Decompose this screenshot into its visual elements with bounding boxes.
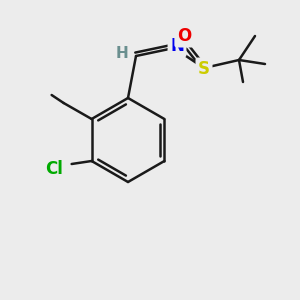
Text: S: S — [198, 60, 210, 78]
Text: H: H — [116, 46, 128, 62]
Text: O: O — [177, 27, 191, 45]
Text: N: N — [170, 37, 184, 55]
Text: Cl: Cl — [45, 160, 63, 178]
